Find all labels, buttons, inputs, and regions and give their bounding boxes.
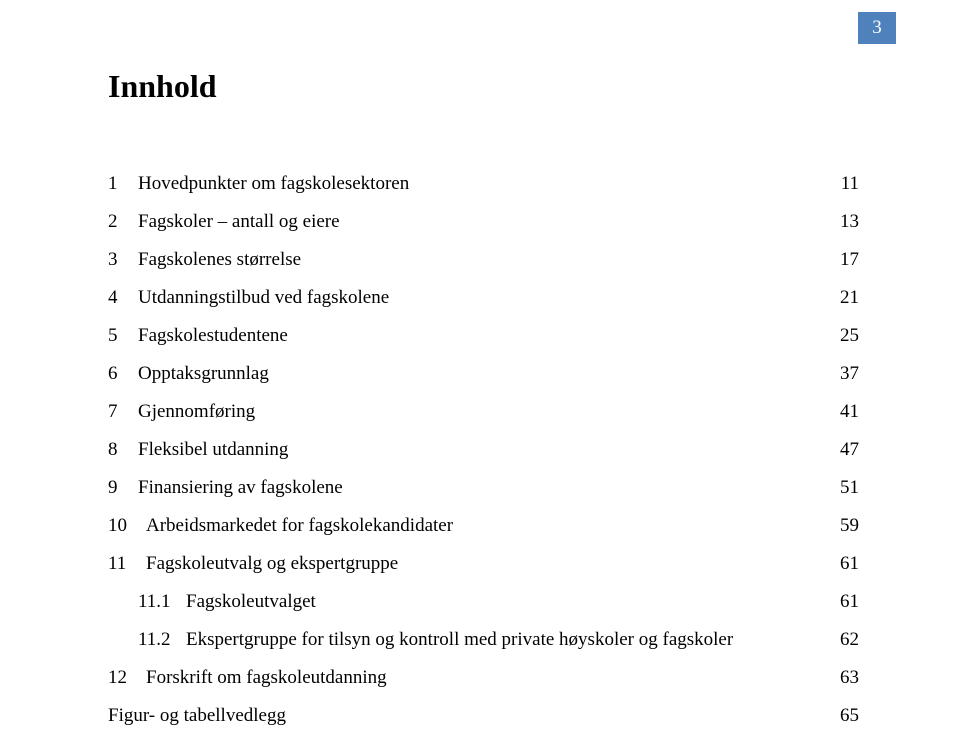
- table-of-contents: 1Hovedpunkter om fagskolesektoren112Fags…: [108, 173, 859, 727]
- toc-entry-number: 5: [108, 325, 138, 347]
- toc-entry-page: 37: [831, 363, 859, 385]
- toc-entry-number: 9: [108, 477, 138, 499]
- page-content: Innhold 1Hovedpunkter om fagskolesektore…: [0, 0, 959, 727]
- toc-entry: 10Arbeidsmarkedet for fagskolekandidater…: [108, 515, 859, 537]
- toc-entry: 11.1Fagskoleutvalget 61: [108, 591, 859, 613]
- toc-entry-number: 11.2: [138, 629, 186, 651]
- toc-entry-title: Fleksibel utdanning: [138, 439, 288, 461]
- toc-entry: 3Fagskolenes størrelse 17: [108, 249, 859, 271]
- toc-entry-number: 4: [108, 287, 138, 309]
- toc-entry-page: 62: [831, 629, 859, 651]
- toc-entry-title: Arbeidsmarkedet for fagskolekandidater: [146, 515, 453, 537]
- toc-entry-page: 59: [831, 515, 859, 537]
- toc-entry-number: 2: [108, 211, 138, 233]
- toc-entry-page: 63: [831, 667, 859, 689]
- toc-entry: 6Opptaksgrunnlag 37: [108, 363, 859, 385]
- toc-entry-title: Figur- og tabellvedlegg: [108, 705, 286, 727]
- toc-entry-title: Forskrift om fagskoleutdanning: [146, 667, 387, 689]
- toc-entry-title: Fagskoleutvalg og ekspertgruppe: [146, 553, 398, 575]
- toc-entry: 11.2Ekspertgruppe for tilsyn og kontroll…: [108, 629, 859, 651]
- toc-entry-title: Fagskolestudentene: [138, 325, 288, 347]
- toc-entry-page: 21: [831, 287, 859, 309]
- toc-entry-title: Fagskolenes størrelse: [138, 249, 301, 271]
- toc-entry-page: 51: [831, 477, 859, 499]
- toc-entry-title: Fagskoler – antall og eiere: [138, 211, 340, 233]
- toc-entry-title: Utdanningstilbud ved fagskolene: [138, 287, 389, 309]
- toc-entry-number: 7: [108, 401, 138, 423]
- toc-entry-page: 61: [831, 591, 859, 613]
- toc-entry: Figur- og tabellvedlegg 65: [108, 705, 859, 727]
- toc-entry-title: Fagskoleutvalget: [186, 591, 316, 613]
- toc-entry: 1Hovedpunkter om fagskolesektoren 11: [108, 173, 859, 195]
- toc-entry: 12Forskrift om fagskoleutdanning 63: [108, 667, 859, 689]
- toc-entry: 4Utdanningstilbud ved fagskolene 21: [108, 287, 859, 309]
- toc-entry: 5Fagskolestudentene 25: [108, 325, 859, 347]
- toc-entry: 9Finansiering av fagskolene 51: [108, 477, 859, 499]
- page-number-badge: 3: [858, 12, 896, 44]
- toc-entry-number: 3: [108, 249, 138, 271]
- toc-entry-page: 61: [831, 553, 859, 575]
- toc-entry-number: 12: [108, 667, 146, 689]
- toc-entry-number: 11: [108, 553, 146, 575]
- toc-entry-title: Hovedpunkter om fagskolesektoren: [138, 173, 409, 195]
- toc-entry-title: Finansiering av fagskolene: [138, 477, 343, 499]
- toc-entry-number: 1: [108, 173, 138, 195]
- toc-entry-page: 47: [831, 439, 859, 461]
- toc-entry-title: Opptaksgrunnlag: [138, 363, 269, 385]
- toc-entry-number: 8: [108, 439, 138, 461]
- toc-entry-page: 13: [831, 211, 859, 233]
- toc-entry-page: 11: [831, 173, 859, 195]
- toc-entry: 11Fagskoleutvalg og ekspertgruppe 61: [108, 553, 859, 575]
- toc-entry-number: 10: [108, 515, 146, 537]
- toc-entry-page: 65: [831, 705, 859, 727]
- toc-entry: 2Fagskoler – antall og eiere 13: [108, 211, 859, 233]
- toc-entry-page: 41: [831, 401, 859, 423]
- toc-entry: 7Gjennomføring 41: [108, 401, 859, 423]
- toc-entry-page: 25: [831, 325, 859, 347]
- page-number-value: 3: [872, 17, 882, 39]
- toc-entry-title: Gjennomføring: [138, 401, 255, 423]
- toc-entry-title: Ekspertgruppe for tilsyn og kontroll med…: [186, 629, 733, 651]
- toc-entry-page: 17: [831, 249, 859, 271]
- toc-entry: 8Fleksibel utdanning 47: [108, 439, 859, 461]
- toc-entry-number: 6: [108, 363, 138, 385]
- toc-entry-number: 11.1: [138, 591, 186, 613]
- toc-title: Innhold: [108, 68, 859, 105]
